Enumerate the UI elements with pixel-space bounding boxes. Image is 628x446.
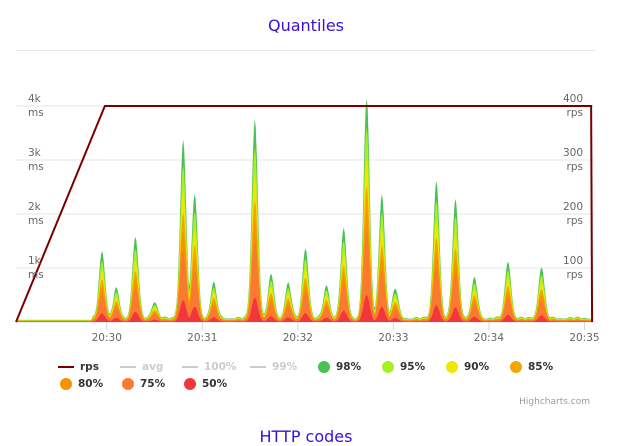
legend-row-1: rps avg 100% 99% 98% 95% 90% 85% [58,359,578,375]
legend-item-50pct[interactable]: 50% [182,378,244,390]
legend-item-98pct[interactable]: 98% [316,361,380,373]
legend-label: rps [80,361,99,373]
y-right-tick-label: 200 [563,201,583,213]
legend-item-100pct[interactable]: 100% [182,361,250,373]
y-right-tick-label: 400 [563,93,583,105]
legend-label: 50% [202,378,228,390]
y-right-tick-unit: rps [567,161,583,173]
legend-item-85pct[interactable]: 85% [508,361,568,373]
quantile-areas [16,99,593,323]
legend-label: 99% [272,361,298,373]
quantiles-chart: 20:30 20:31 20:32 20:33 20:34 20:35 1k ms 2k ms 3… [15,93,600,344]
legend-label: 85% [528,361,554,373]
y-left-tick-label: 4k [28,93,42,105]
legend-dot-symbol [446,361,458,373]
legend-item-95pct[interactable]: 95% [380,361,444,373]
x-tick-label: 20:34 [474,332,505,344]
legend-label: 75% [140,378,166,390]
legend: rps avg 100% 99% 98% 95% 90% 85% 80% 75% 50% [58,359,578,393]
x-tick-label: 20:35 [569,332,599,344]
x-axis: 20:30 20:31 20:32 20:33 20:34 20:35 [92,322,600,344]
y-left-tick-unit: ms [28,215,44,227]
legend-item-75pct[interactable]: 75% [120,378,182,390]
legend-row-2: 80% 75% 50% [58,376,578,392]
legend-dot-symbol [382,361,394,373]
area-series-75pct[interactable] [16,231,593,322]
legend-dot-symbol [318,361,330,373]
legend-line-symbol [58,366,74,368]
legend-item-avg[interactable]: avg [120,361,182,373]
legend-label: 98% [336,361,362,373]
x-tick-label: 20:30 [92,332,122,344]
y-left-tick-unit: ms [28,161,44,173]
legend-label: 95% [400,361,426,373]
legend-dot-symbol [122,378,134,390]
y-left-tick-label: 2k [28,201,42,213]
y-right-tick-unit: rps [567,215,583,227]
legend-dot-symbol [510,361,522,373]
y-left-tick-label: 1k [28,255,42,267]
y-right-tick-label: 100 [563,255,583,267]
legend-item-99pct[interactable]: 99% [250,361,316,373]
y-left-tick-unit: ms [28,269,44,281]
legend-item-80pct[interactable]: 80% [58,378,120,390]
rps-series [15,105,594,323]
y-left-tick-unit: ms [28,107,44,119]
y-axis-left: 1k ms 2k ms 3k ms 4k ms [28,93,44,281]
next-section-title: HTTP codes [259,427,353,446]
y-axis-right: 100 rps 200 rps 300 rps 400 rps [563,93,583,281]
legend-dot-symbol [60,378,72,390]
legend-line-symbol [250,366,266,368]
y-left-tick-label: 3k [28,147,42,159]
legend-label: avg [142,361,164,373]
x-tick-label: 20:32 [283,332,313,344]
legend-line-symbol [182,366,198,368]
legend-label: 90% [464,361,490,373]
legend-dot-symbol [184,378,196,390]
chart-title: Quantiles [267,16,345,35]
legend-line-symbol [120,366,136,368]
legend-item-90pct[interactable]: 90% [444,361,508,373]
legend-label: 80% [78,378,104,390]
y-right-tick-unit: rps [567,107,583,119]
legend-label: 100% [204,361,237,373]
highcharts-credits[interactable]: Highcharts.com [519,397,590,407]
area-series-50pct[interactable] [16,294,593,322]
rps-line[interactable] [15,105,594,323]
y-right-tick-label: 300 [563,147,583,159]
legend-item-rps[interactable]: rps [58,361,120,373]
x-tick-label: 20:31 [187,332,217,344]
x-tick-label: 20:33 [378,332,408,344]
y-right-tick-unit: rps [567,269,583,281]
title-divider [16,50,595,51]
